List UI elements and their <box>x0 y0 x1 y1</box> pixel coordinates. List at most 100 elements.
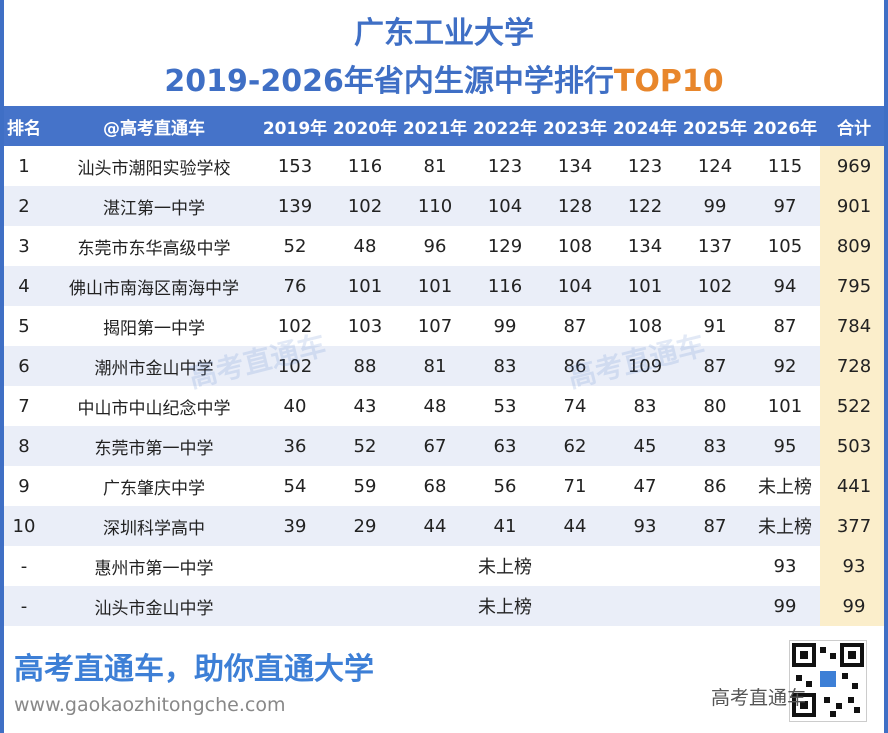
table-cell-y2022: 83 <box>470 346 540 386</box>
page-title: 广东工业大学 <box>354 16 534 51</box>
table-cell-school: 汕头市潮阳实验学校 <box>48 146 260 186</box>
table-cell-rank: 1 <box>0 146 48 186</box>
table-cell-y2019: 39 <box>260 506 330 546</box>
column-header: 排名 <box>0 106 48 146</box>
table-cell-y2021: 107 <box>400 306 470 346</box>
table-cell-y2021: 68 <box>400 466 470 506</box>
table-cell-y2024: 45 <box>610 426 680 466</box>
footer-website: www.gaokaozhitongche.com <box>14 694 286 716</box>
table-cell-y2025: 83 <box>680 426 750 466</box>
table-cell-y2026: 97 <box>750 186 820 226</box>
table-cell-y2020: 116 <box>330 146 400 186</box>
table-cell-rank: 9 <box>0 466 48 506</box>
table-cell-rank: 6 <box>0 346 48 386</box>
table-cell-y2019: 153 <box>260 146 330 186</box>
table-cell-y2023: 86 <box>540 346 610 386</box>
table-cell-y2022: 99 <box>470 306 540 346</box>
table-cell-school: 中山市中山纪念中学 <box>48 386 260 426</box>
table-cell-school: 广东肇庆中学 <box>48 466 260 506</box>
table-cell-rank: 8 <box>0 426 48 466</box>
table-cell-y2021: 96 <box>400 226 470 266</box>
table-cell-y2019: 76 <box>260 266 330 306</box>
table-cell-y2024: 101 <box>610 266 680 306</box>
table-cell-y2022: 116 <box>470 266 540 306</box>
column-header: 2022年 <box>470 106 540 146</box>
header: 广东工业大学 2019-2026年省内生源中学排行TOP10 <box>0 0 888 105</box>
column-header: 2021年 <box>400 106 470 146</box>
table-cell-school: 深圳科学高中 <box>48 506 260 546</box>
table-cell-total: 503 <box>820 426 888 466</box>
column-header: 2019年 <box>260 106 330 146</box>
subtitle-main: 2019-2026年省内生源中学排行 <box>164 64 614 99</box>
footer-slogan: 高考直通车，助你直通大学 <box>14 652 374 687</box>
table-cell-y2024: 134 <box>610 226 680 266</box>
table-cell-y2022: 63 <box>470 426 540 466</box>
table-cell-y2020: 29 <box>330 506 400 546</box>
table-cell-y2023: 134 <box>540 146 610 186</box>
table-row: - 惠州市第一中学 未上榜 93 93 <box>0 546 888 586</box>
table-cell-y2025: 102 <box>680 266 750 306</box>
table-cell-y2025: 124 <box>680 146 750 186</box>
table-cell-y2019: 54 <box>260 466 330 506</box>
column-header: 合计 <box>820 106 888 146</box>
table-cell-rank: 10 <box>0 506 48 546</box>
table-cell-y2026: 94 <box>750 266 820 306</box>
table-cell-total: 795 <box>820 266 888 306</box>
table-cell-y2024: 47 <box>610 466 680 506</box>
table-header-row: 排名 @高考直通车 2019年 2020年 2021年 2022年 2023年 2024年 20… <box>0 106 888 146</box>
table-cell-rank: 7 <box>0 386 48 426</box>
table-cell-y2022: 123 <box>470 146 540 186</box>
table-cell-y2020: 43 <box>330 386 400 426</box>
table-cell-y2020: 59 <box>330 466 400 506</box>
table-cell-school: 惠州市第一中学 <box>48 546 260 586</box>
table-cell-y2022: 56 <box>470 466 540 506</box>
table-cell-rank: 4 <box>0 266 48 306</box>
table-body: 1 汕头市潮阳实验学校 153 116 81 123 134 123 124 115 969 2 湛江第… <box>0 146 888 626</box>
table-cell-y2023: 108 <box>540 226 610 266</box>
column-header: 2025年 <box>680 106 750 146</box>
table-cell-y2022: 41 <box>470 506 540 546</box>
subtitle-accent: TOP10 <box>613 64 724 99</box>
table-cell-y2023: 87 <box>540 306 610 346</box>
table-cell-school: 潮州市金山中学 <box>48 346 260 386</box>
table-cell-y2019: 139 <box>260 186 330 226</box>
table-row: - 汕头市金山中学 未上榜 99 99 <box>0 586 888 626</box>
table-cell-y2026: 87 <box>750 306 820 346</box>
table-cell-y2026: 101 <box>750 386 820 426</box>
table-cell-y2023: 62 <box>540 426 610 466</box>
table-cell-y2025: 80 <box>680 386 750 426</box>
table-cell-rank: - <box>0 586 48 626</box>
footer-brand: 高考直通车 <box>711 687 807 709</box>
table-cell-y2023: 104 <box>540 266 610 306</box>
table-cell-school: 揭阳第一中学 <box>48 306 260 346</box>
table-cell-rank: 3 <box>0 226 48 266</box>
table-cell-total: 809 <box>820 226 888 266</box>
table-cell-total: 99 <box>820 586 888 626</box>
table-cell-y2026: 115 <box>750 146 820 186</box>
table-row: 6 潮州市金山中学 102 88 81 83 86 109 87 92 728 <box>0 346 888 386</box>
table-cell-y2023: 128 <box>540 186 610 226</box>
table-row: 9 广东肇庆中学 54 59 68 56 71 47 86 未上榜 441 <box>0 466 888 506</box>
table-cell-span_text: 未上榜 <box>260 546 750 586</box>
table-cell-school: 东莞市第一中学 <box>48 426 260 466</box>
table-cell-y2020: 101 <box>330 266 400 306</box>
table-cell-y2024: 122 <box>610 186 680 226</box>
table-cell-y2019: 52 <box>260 226 330 266</box>
table-cell-school: 汕头市金山中学 <box>48 586 260 626</box>
table-cell-y2019: 102 <box>260 346 330 386</box>
table-row: 10 深圳科学高中 39 29 44 41 44 93 87 未上榜 377 <box>0 506 888 546</box>
table-cell-y2019: 102 <box>260 306 330 346</box>
table-cell-y2026: 未上榜 <box>750 466 820 506</box>
table-row: 4 佛山市南海区南海中学 76 101 101 116 104 101 102 94 795 <box>0 266 888 306</box>
table-cell-total: 377 <box>820 506 888 546</box>
table-cell-y2021: 81 <box>400 146 470 186</box>
table-cell-y2026: 99 <box>750 586 820 626</box>
table-cell-rank: 5 <box>0 306 48 346</box>
ranking-table: 排名 @高考直通车 2019年 2020年 2021年 2022年 2023年 2024年 20… <box>0 106 888 626</box>
table-cell-y2024: 83 <box>610 386 680 426</box>
table-cell-y2022: 53 <box>470 386 540 426</box>
table-cell-total: 784 <box>820 306 888 346</box>
frame-border-right <box>884 0 888 733</box>
table-cell-rank: - <box>0 546 48 586</box>
frame-border-left <box>0 0 4 733</box>
